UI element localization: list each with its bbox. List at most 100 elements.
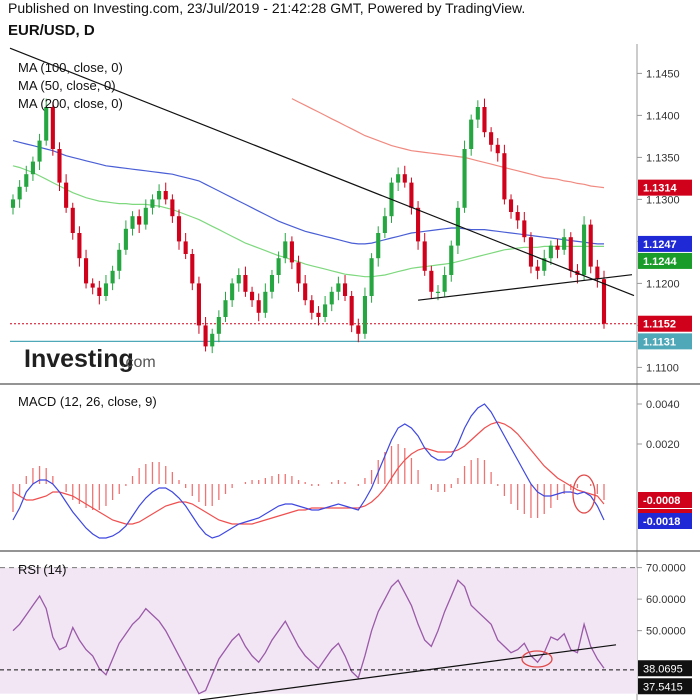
candle-body	[163, 191, 168, 200]
price-tick-label: 1.1400	[646, 110, 680, 122]
candle-body	[449, 245, 454, 275]
downtrend-line	[9, 47, 635, 297]
symbol-title: EUR/USD, D	[8, 22, 95, 39]
candle-body	[44, 107, 49, 141]
candle-body	[117, 249, 122, 271]
candle-body	[303, 283, 308, 301]
candle-body	[435, 291, 441, 293]
candle-body	[462, 149, 467, 208]
price-price-label: 1.1247	[643, 239, 677, 251]
candle-body	[263, 291, 268, 313]
candle-body	[256, 300, 261, 313]
rsi-tick-label: 50.0000	[646, 626, 686, 638]
candle-body	[422, 241, 427, 271]
candle-body	[70, 207, 75, 233]
candle-body	[176, 216, 182, 242]
legend-ma100: MA (100, close, 0)	[18, 60, 123, 75]
neckline-trendline	[417, 274, 633, 301]
candle-body	[342, 283, 348, 296]
candle-body	[508, 199, 514, 212]
candle-body	[382, 216, 387, 233]
candle-body	[442, 275, 447, 292]
ma200-line	[291, 98, 605, 189]
candle-body	[469, 119, 474, 149]
candle-body	[223, 300, 228, 317]
candle-body	[289, 241, 294, 263]
macd-crossover-circle	[572, 474, 596, 514]
candle-body	[203, 325, 208, 347]
macd-price-label-box	[638, 492, 692, 508]
candle-body	[17, 186, 22, 200]
candle-body	[522, 220, 527, 238]
candle-body	[582, 224, 587, 275]
candle-body	[296, 262, 301, 284]
price-price-label: 1.1314	[643, 183, 678, 195]
price-price-label: 1.1152	[643, 319, 676, 331]
candle-body	[535, 266, 540, 271]
candle-body	[37, 140, 42, 162]
candle-body	[502, 153, 507, 200]
legend-rsi: RSI (14)	[18, 562, 66, 577]
candle-body	[210, 333, 215, 347]
rsi-price-label-box	[638, 660, 692, 677]
macd-tick-label: 0.0040	[646, 399, 680, 411]
price-price-label-box	[638, 315, 692, 332]
candle-body	[356, 325, 361, 334]
candle-body	[103, 283, 109, 296]
legend-ma50: MA (50, close, 0)	[18, 78, 116, 93]
candle-body	[369, 258, 374, 296]
price-tick-label: 1.1200	[646, 278, 680, 290]
candle-body	[495, 144, 500, 154]
rsi-price-label-box	[638, 678, 692, 695]
price-price-label-box	[638, 235, 692, 252]
candle-body	[429, 270, 434, 292]
candle-body	[349, 296, 354, 326]
candle-body	[190, 254, 195, 284]
candle-body	[396, 174, 401, 183]
macd-price-label-box	[638, 513, 692, 529]
candle-body	[137, 216, 142, 225]
candle-body	[283, 241, 288, 259]
rsi-pane: 70.0000 60.0000 50.0000 38.0695 37.5415	[0, 563, 692, 700]
logo-brand: Investing	[24, 345, 134, 373]
candle-body	[562, 237, 567, 250]
candle-body	[489, 132, 494, 145]
candle-body	[542, 258, 547, 271]
candle-body	[90, 283, 95, 288]
candle-body	[183, 241, 188, 254]
candle-body	[409, 182, 414, 208]
macd-tick-label: 0.0020	[646, 439, 680, 451]
candle-body	[216, 317, 221, 334]
candle-body	[323, 304, 328, 317]
candle-body	[110, 270, 115, 284]
candle-body	[249, 291, 255, 301]
candle-body	[588, 224, 593, 267]
rsi-support-trendline	[199, 644, 617, 700]
investing-logo: Investing .com	[24, 345, 156, 373]
macd-price-label: -0.0008	[643, 495, 680, 507]
candle-body	[475, 107, 480, 120]
rsi-tick-label: 70.0000	[646, 563, 686, 575]
candle-body	[548, 245, 553, 259]
candle-body	[64, 182, 69, 208]
rsi-touch-circle	[521, 650, 553, 668]
candle-body	[83, 258, 89, 284]
price-tick-label: 1.1350	[646, 152, 680, 164]
price-tick-label: 1.1300	[646, 194, 680, 206]
candle-body	[130, 216, 135, 229]
price-price-label-box	[638, 333, 692, 350]
price-price-label-box	[638, 252, 692, 269]
candle-body	[568, 237, 573, 271]
candle-body	[10, 199, 16, 208]
rsi-price-label: 37.5415	[643, 681, 683, 693]
candle-body	[230, 283, 235, 301]
macd-price-label: -0.0018	[643, 516, 680, 528]
candle-body	[528, 237, 534, 267]
price-tick-label: 1.1450	[646, 68, 680, 80]
candle-body	[30, 161, 35, 175]
candle-body	[170, 199, 175, 217]
ma50-line	[12, 165, 604, 278]
candle-body	[24, 174, 29, 187]
candle-body	[157, 191, 162, 200]
candle-body	[269, 275, 275, 292]
